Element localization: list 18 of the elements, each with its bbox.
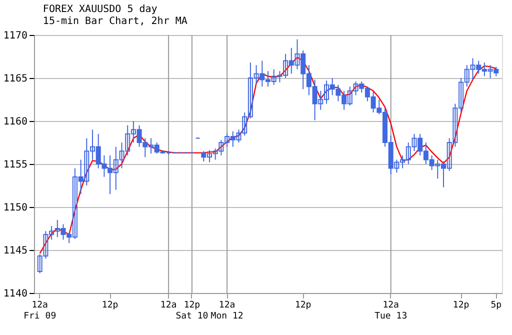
- x-tick-label: 12a Tue 13: [374, 300, 408, 322]
- x-tick-label: 5p: [490, 300, 502, 310]
- x-tick-label: 12p: [102, 300, 118, 310]
- chart-subtitle: 15-min Bar Chart, 2hr MA: [42, 16, 188, 27]
- y-tick-label: 1170: [3, 30, 28, 42]
- chart-title: FOREX XAUUSDO 5 day: [42, 4, 158, 15]
- y-tick-label: 1150: [3, 202, 28, 214]
- x-tick-label: 12a: [160, 300, 177, 310]
- y-tick-label: 1165: [3, 74, 28, 84]
- x-tick-label: 12p: [294, 300, 312, 310]
- y-tick-label: 1155: [3, 160, 28, 170]
- x-tick-label: 12p Sat 10: [176, 300, 208, 322]
- x-tick-label: 12p: [452, 300, 470, 310]
- x-tick-label: 12a Mon 12: [210, 300, 244, 322]
- y-tick-label: 1140: [3, 288, 28, 300]
- y-tick-label: 1145: [3, 246, 28, 256]
- y-tick-label: 1160: [3, 116, 28, 128]
- x-tick-label: 12a Fri 09: [24, 300, 56, 322]
